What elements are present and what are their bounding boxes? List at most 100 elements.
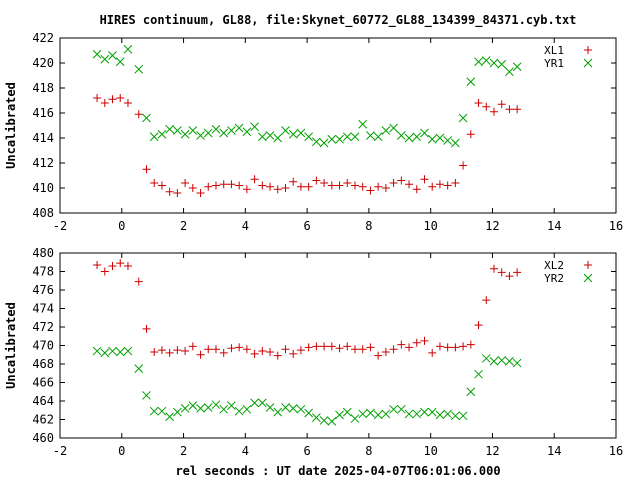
legend-marker-yr1 — [583, 58, 593, 68]
y-axis-label: Uncalibrated — [4, 302, 18, 389]
y-tick-label: 460 — [32, 431, 54, 445]
data-point — [242, 345, 251, 354]
data-point — [420, 175, 429, 184]
data-point — [466, 340, 475, 349]
data-point — [273, 407, 283, 417]
data-point — [428, 348, 437, 357]
data-point — [242, 404, 252, 414]
x-tick-label: 16 — [609, 219, 623, 233]
data-point — [289, 349, 298, 358]
data-point — [296, 182, 305, 191]
data-point — [165, 124, 175, 134]
data-point — [134, 110, 143, 119]
data-point — [420, 336, 429, 345]
data-point — [181, 347, 190, 356]
data-point — [358, 182, 367, 191]
x-tick-label: 6 — [303, 444, 310, 458]
data-point — [211, 400, 221, 410]
data-point — [219, 348, 228, 357]
data-point — [381, 184, 390, 192]
data-point — [312, 137, 321, 147]
data-point — [196, 131, 205, 140]
data-point — [304, 182, 313, 191]
data-point — [327, 342, 336, 351]
y-tick-label: 412 — [32, 156, 54, 170]
data-point — [188, 126, 198, 135]
data-point — [273, 185, 282, 194]
data-point — [466, 130, 475, 139]
data-point — [219, 404, 229, 414]
data-point — [142, 165, 151, 174]
y-tick-label: 466 — [32, 376, 54, 390]
data-point — [358, 119, 368, 129]
data-point — [227, 344, 236, 353]
data-point — [173, 407, 182, 417]
data-point — [173, 189, 182, 197]
data-point — [250, 122, 259, 132]
data-point — [474, 57, 483, 67]
data-point — [505, 67, 514, 77]
data-point — [227, 180, 236, 189]
data-point — [100, 54, 110, 64]
data-point — [312, 176, 321, 185]
data-point — [428, 182, 437, 191]
data-point — [343, 342, 352, 351]
data-point — [165, 412, 175, 422]
data-point — [150, 347, 159, 356]
data-point — [165, 348, 174, 357]
data-point — [296, 404, 306, 414]
x-axis-label: rel seconds : UT date 2025-04-07T06:01:0… — [175, 464, 500, 478]
data-point — [227, 401, 236, 410]
data-point — [466, 387, 476, 397]
data-point — [108, 346, 117, 356]
y-tick-label: 474 — [32, 302, 54, 316]
data-point — [296, 346, 305, 355]
data-point — [142, 324, 151, 333]
x-tick-label: 16 — [609, 444, 623, 458]
data-point — [396, 404, 406, 414]
data-point — [227, 126, 236, 135]
data-point — [273, 351, 282, 360]
x-tick-label: 0 — [118, 219, 125, 233]
data-point — [157, 346, 166, 355]
data-point — [497, 59, 507, 69]
data-point — [92, 346, 102, 356]
data-point — [389, 345, 398, 354]
data-point — [312, 413, 321, 423]
y-axis-label: Uncalibrated — [4, 82, 18, 169]
data-point — [296, 128, 306, 138]
data-point — [304, 343, 313, 352]
data-point — [211, 345, 220, 354]
data-point — [335, 410, 344, 420]
data-point — [443, 409, 453, 419]
data-point — [350, 181, 359, 190]
plot-area: -2 0 2 4 6 8 10 12 14 16408410412414416418420422U… — [4, 31, 623, 458]
data-point — [327, 181, 336, 190]
data-point — [451, 343, 460, 352]
data-point — [435, 410, 445, 420]
data-point — [93, 94, 102, 102]
x-tick-label: 12 — [485, 219, 499, 233]
data-point — [435, 133, 445, 143]
data-point — [116, 94, 125, 102]
data-point — [342, 132, 352, 142]
data-point — [474, 99, 483, 107]
data-point — [188, 184, 197, 192]
data-point — [327, 134, 337, 144]
data-point — [108, 261, 117, 270]
data-point — [427, 134, 437, 144]
x-tick-label: -2 — [53, 219, 67, 233]
data-point — [451, 179, 460, 187]
data-point — [420, 407, 429, 417]
data-point — [482, 102, 491, 111]
data-point — [443, 343, 452, 352]
data-point — [497, 355, 507, 365]
data-point — [196, 350, 205, 359]
data-point — [180, 404, 190, 413]
y-tick-label: 418 — [32, 81, 54, 95]
data-point — [459, 342, 468, 351]
chart-panel-1: -2 0 2 4 6 8 10 12 14 16 408 410 412 414 416 418 420 422 U… — [4, 31, 623, 233]
y-tick-label: 470 — [32, 339, 54, 353]
data-point — [196, 189, 205, 197]
data-point — [235, 343, 244, 352]
